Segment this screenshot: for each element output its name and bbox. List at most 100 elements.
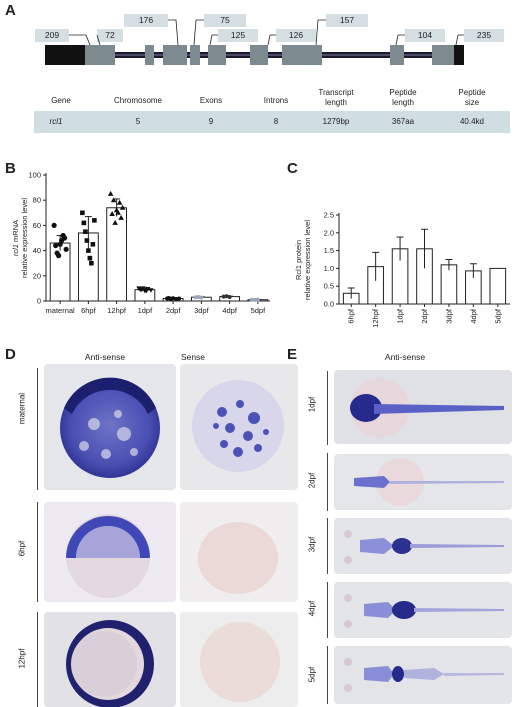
embryo-image-maternal-sense — [180, 364, 298, 490]
data-point-maternal — [63, 246, 69, 252]
table-cell-gene: rcl1 — [49, 117, 63, 126]
panel-label-a: A — [5, 2, 16, 19]
x-tick-label-2dpf: 2dpf — [420, 308, 429, 324]
data-point-6hpf — [81, 220, 87, 226]
y-tick-label: 80 — [33, 196, 41, 205]
data-point-5dpf — [255, 297, 260, 302]
row-label-maternal: maternal — [17, 392, 27, 425]
data-point-12hpf — [119, 204, 126, 210]
row-label-1dpf: 1dpf — [307, 396, 317, 413]
row-divider-2dpf — [327, 453, 328, 511]
data-point-6hpf — [86, 248, 91, 253]
data-point-5dpf — [249, 297, 254, 302]
exon-label-2: 72 — [97, 29, 123, 42]
data-point-6hpf — [84, 238, 90, 243]
y-axis-label-line1: rcl1 mRNA — [11, 220, 20, 256]
row-divider-6hpf — [37, 502, 38, 602]
data-point-6hpf — [87, 255, 93, 261]
data-point-6hpf — [89, 260, 94, 266]
x-tick-label-3dpf: 3dpf — [194, 306, 210, 315]
larva-image-2dpf — [334, 454, 512, 510]
table-header-exons: Exons — [199, 96, 223, 105]
data-point-12hpf — [109, 211, 115, 217]
x-tick-label-12hpf: 12hpf — [107, 306, 127, 315]
row-label-6hpf: 6hpf — [17, 540, 27, 557]
data-point-1dpf — [148, 288, 154, 293]
data-point-5dpf — [252, 297, 257, 302]
data-point-6hpf — [90, 242, 96, 247]
bar-12hpf — [106, 207, 128, 302]
exon-3 — [163, 45, 187, 65]
chart-b-mrna-expression: 0 20 40 60 80 100 maternal 6hpf 12hpf 1dpf 2dpf 3dp… — [11, 171, 270, 315]
table-cell-introns: 8 — [273, 117, 279, 126]
data-point-6hpf — [83, 229, 88, 234]
bar-5dpf — [489, 267, 507, 305]
y-tick-label: 0.0 — [324, 300, 334, 309]
row-divider-5dpf — [327, 646, 328, 704]
exon-label-9: 235 — [464, 29, 504, 42]
data-point-1dpf — [143, 288, 149, 294]
row-label-2dpf: 2dpf — [307, 472, 317, 489]
data-point-maternal — [51, 222, 57, 228]
data-point-maternal — [53, 242, 59, 249]
row-label-3dpf: 3dpf — [307, 536, 317, 553]
x-tick-label-4dpf: 4dpf — [469, 308, 478, 324]
y-tick-label: 1.5 — [324, 246, 334, 255]
y-tick-label: 2.0 — [324, 228, 334, 237]
row-label-12hpf: 12hpf — [17, 648, 27, 669]
x-tick-label-3dpf: 3dpf — [444, 308, 453, 324]
y-axis-label-line2: relative expression level — [20, 198, 29, 278]
table-header-peptide-length: Peptide length — [389, 88, 417, 107]
row-label-4dpf: 4dpf — [307, 600, 317, 617]
bar-3dpf — [440, 264, 458, 305]
exon-2 — [145, 45, 154, 65]
data-point-6hpf — [92, 218, 97, 223]
panel-label-c: C — [287, 160, 298, 177]
x-tick-label-maternal: maternal — [46, 306, 76, 315]
embryo-image-maternal-antisense — [44, 364, 176, 490]
data-point-1dpf — [140, 286, 146, 291]
exon-label-4: 75 — [204, 14, 246, 27]
data-point-maternal — [62, 235, 68, 241]
table-header-introns: Introns — [263, 96, 289, 105]
x-tick-label-1dpf: 1dpf — [138, 306, 154, 315]
data-point-4dpf — [227, 294, 232, 299]
gene-structure-svg — [45, 19, 464, 65]
data-point-12hpf — [115, 209, 121, 215]
y-tick-label: 1.0 — [324, 264, 334, 273]
panel-label-e: E — [287, 346, 298, 363]
exon-5 — [208, 45, 226, 65]
y-tick-label: 40 — [33, 246, 41, 255]
exon-label-8: 104 — [405, 29, 445, 42]
table-cell-peptide-length: 367aa — [391, 117, 415, 126]
y-tick-label: 0 — [37, 297, 41, 306]
chart-c-protein-expression: 0.0 0.5 1.0 1.5 2.0 2.5 6hpf 12hpf 1dpf 2dpf 3dpf 4… — [294, 211, 510, 328]
embryo-image-6hpf-sense — [180, 502, 298, 602]
x-tick-label-6hpf: 6hpf — [347, 308, 356, 324]
exon-6 — [250, 45, 268, 65]
exon-label-1: 209 — [35, 29, 69, 42]
x-tick-label-2dpf: 2dpf — [166, 306, 182, 315]
data-point-12hpf — [112, 219, 118, 225]
data-point-12hpf — [107, 190, 114, 196]
table-row-background — [34, 111, 510, 133]
y-axis-label-line2: relative expression level — [303, 220, 312, 300]
x-tick-label-1dpf: 1dpf — [396, 308, 405, 324]
data-point-12hpf — [118, 214, 124, 220]
embryo-image-6hpf-antisense — [44, 502, 176, 602]
table-header-peptide-size: Peptide size — [458, 88, 486, 107]
exon-9 — [432, 45, 454, 65]
data-point-2dpf — [166, 295, 171, 300]
data-point-2dpf — [169, 296, 174, 301]
data-point-2dpf — [177, 296, 182, 301]
panel-label-d: D — [5, 346, 16, 363]
col-header-antisense: Anti-sense — [84, 352, 126, 362]
y-tick-label: 0.5 — [324, 282, 334, 291]
row-divider-12hpf — [37, 612, 38, 707]
data-point-4dpf — [224, 294, 229, 299]
table-header-transcript-length: Transcript length — [318, 88, 354, 107]
larva-image-4dpf — [334, 582, 512, 638]
row-divider-4dpf — [327, 582, 328, 638]
data-point-12hpf — [116, 199, 123, 205]
exon-label-7: 157 — [326, 14, 368, 27]
